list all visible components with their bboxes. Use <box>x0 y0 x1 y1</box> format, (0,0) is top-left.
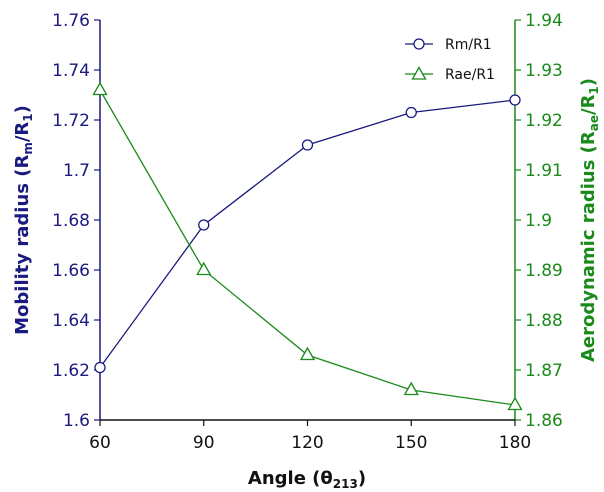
right-tick-label: 1.88 <box>525 311 563 331</box>
legend-marker-rm <box>413 38 425 50</box>
x-axis-ticks: 60 90 120 150 180 <box>89 420 531 453</box>
data-point-rm <box>509 94 521 106</box>
right-tick-label: 1.91 <box>525 161 563 181</box>
data-point-rae <box>403 381 419 396</box>
x-tick-label: 150 <box>395 433 427 453</box>
legend-marker-rae <box>411 66 427 80</box>
right-tick-label: 1.93 <box>525 61 563 81</box>
left-y-axis-ticks: 1.6 1.62 1.64 1.66 1.68 1.7 1.72 1.74 1.76 <box>52 11 100 431</box>
right-tick-label: 1.89 <box>525 261 563 281</box>
right-tick-label: 1.9 <box>525 211 552 231</box>
x-tick-label: 120 <box>291 433 323 453</box>
left-tick-label: 1.7 <box>63 161 90 181</box>
left-tick-label: 1.68 <box>52 211 90 231</box>
left-tick-label: 1.64 <box>52 311 90 331</box>
data-point-rae <box>507 396 523 411</box>
x-tick-label: 60 <box>89 433 111 453</box>
data-point-rm <box>301 139 314 151</box>
legend: Rm/R1 Rae/R1 <box>405 37 495 83</box>
right-tick-label: 1.86 <box>525 411 563 431</box>
legend-label-rm: Rm/R1 <box>445 37 492 53</box>
right-y-axis-ticks: 1.86 1.87 1.88 1.89 1.9 1.91 1.92 1.93 1.94 <box>515 11 563 431</box>
data-point-rae <box>196 261 212 276</box>
x-tick-label: 90 <box>193 433 215 453</box>
left-tick-label: 1.66 <box>52 261 90 281</box>
data-point-rae <box>92 81 108 96</box>
x-tick-label: 180 <box>499 433 531 453</box>
left-tick-label: 1.72 <box>52 111 90 131</box>
series-layer <box>92 81 523 411</box>
x-axis-title: Angle (θ213) <box>248 468 366 491</box>
data-point-rm <box>94 361 106 374</box>
data-point-rm <box>198 219 210 231</box>
right-y-axis-title: Aerodynamic radius (Rae/R1) <box>578 78 601 362</box>
left-tick-label: 1.74 <box>52 61 90 81</box>
left-y-axis-title: Mobility radius (Rm/R1) <box>12 105 35 335</box>
legend-label-rae: Rae/R1 <box>445 67 495 83</box>
right-tick-label: 1.92 <box>525 111 563 131</box>
left-tick-label: 1.6 <box>63 411 90 431</box>
right-tick-label: 1.87 <box>525 361 563 381</box>
data-point-rae <box>299 346 316 361</box>
left-tick-label: 1.76 <box>52 11 90 31</box>
right-tick-label: 1.94 <box>525 11 563 31</box>
left-tick-label: 1.62 <box>52 361 90 381</box>
data-point-rm <box>405 106 417 119</box>
